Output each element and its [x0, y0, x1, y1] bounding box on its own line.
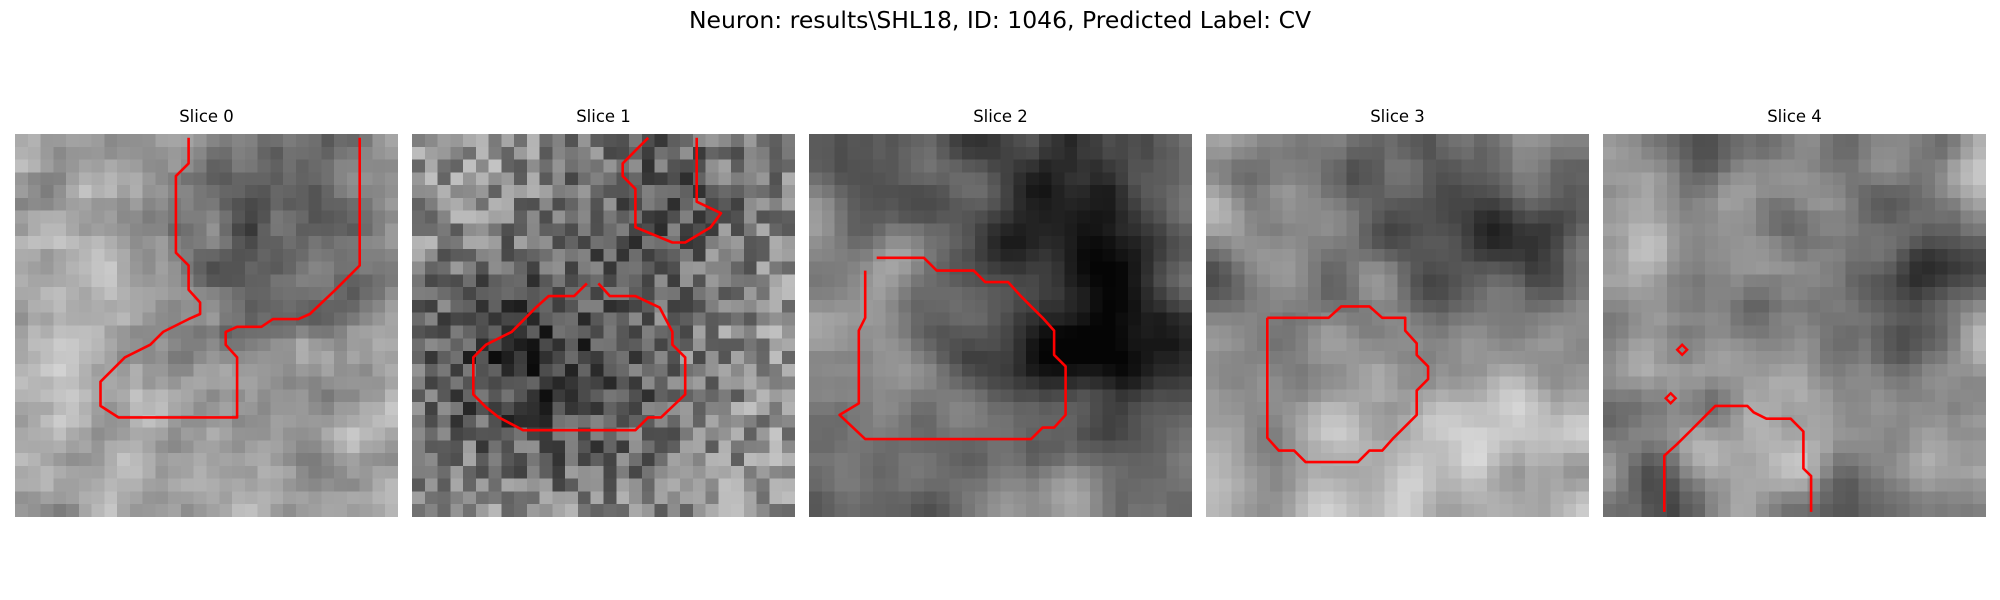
slice-image-0: [15, 134, 398, 517]
roi-contour-3-0: [1265, 305, 1430, 464]
slice-image-4: [1603, 134, 1986, 517]
slice-svg-2: [809, 134, 1192, 517]
roi-contour-1-1: [471, 282, 687, 432]
slice-image-2: [809, 134, 1192, 517]
roi-marker-0: [1675, 343, 1689, 357]
grayscale-texture: [412, 134, 795, 517]
slice-svg-4: [1603, 134, 1986, 517]
slice-svg-0: [15, 134, 398, 517]
grayscale-texture: [809, 134, 1192, 517]
slice-title-1: Slice 1: [576, 107, 631, 126]
slice-title-3: Slice 3: [1370, 107, 1425, 126]
grayscale-texture: [15, 134, 398, 517]
figure-title: Neuron: results\SHL18, ID: 1046, Predict…: [688, 6, 1312, 34]
grayscale-texture: [1603, 134, 1986, 517]
slice-svg-1: [412, 134, 795, 517]
slice-svg-3: [1206, 134, 1589, 517]
roi-contour-0-0: [99, 137, 362, 419]
slice-title-4: Slice 4: [1767, 107, 1822, 126]
slice-title-0: Slice 0: [179, 107, 234, 126]
slice-image-1: [412, 134, 795, 517]
grayscale-texture: [1206, 134, 1589, 517]
roi-contour-2-0: [838, 256, 1067, 441]
slice-image-3: [1206, 134, 1589, 517]
roi-contour-4-0: [1662, 404, 1813, 512]
roi-marker-1: [1663, 391, 1678, 405]
slice-title-2: Slice 2: [973, 107, 1028, 126]
roi-contour-1-0: [621, 136, 723, 244]
